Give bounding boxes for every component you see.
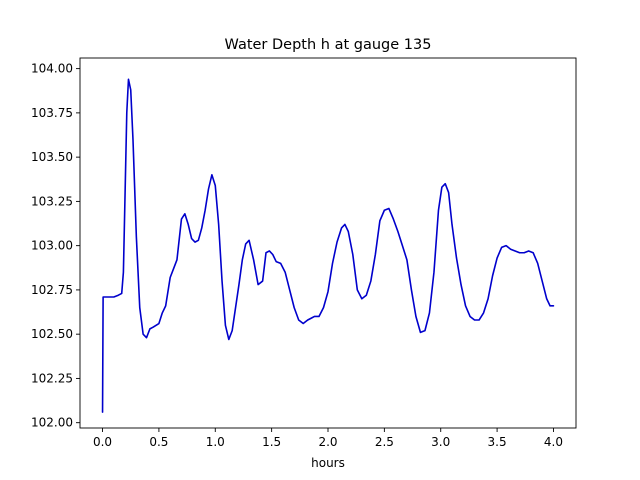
- x-tick-label: 1.5: [262, 435, 281, 449]
- x-tick-label: 3.5: [488, 435, 507, 449]
- y-tick-label: 103.25: [31, 194, 73, 208]
- y-tick-label: 104.00: [31, 62, 73, 76]
- y-tick-label: 103.50: [31, 150, 73, 164]
- x-tick-label: 1.0: [206, 435, 225, 449]
- x-tick-label: 2.0: [318, 435, 337, 449]
- y-tick-label: 102.75: [31, 283, 73, 297]
- y-tick-label: 103.00: [31, 239, 73, 253]
- x-tick-label: 3.0: [431, 435, 450, 449]
- x-axis: 0.0 0.5 1.0 1.5 2.0 2.5 3.0 3.5 4.0: [93, 428, 563, 449]
- x-tick-label: 0.5: [149, 435, 168, 449]
- series-line-0: [101, 78, 555, 413]
- y-tick-label: 102.50: [31, 327, 73, 341]
- plot-frame: [79, 57, 577, 429]
- x-axis-label: hours: [311, 456, 345, 470]
- y-tick-label: 103.75: [31, 106, 73, 120]
- x-tick-label: 4.0: [544, 435, 563, 449]
- x-tick-label: 2.5: [375, 435, 394, 449]
- series-layer: [101, 78, 555, 413]
- y-tick-label: 102.00: [31, 416, 73, 430]
- y-tick-label: 102.25: [31, 371, 73, 385]
- chart-title: Water Depth h at gauge 135: [225, 37, 432, 53]
- y-axis: 102.00 102.25 102.50 102.75 103.00 103.25 103.…: [31, 62, 80, 430]
- x-tick-label: 0.0: [93, 435, 112, 449]
